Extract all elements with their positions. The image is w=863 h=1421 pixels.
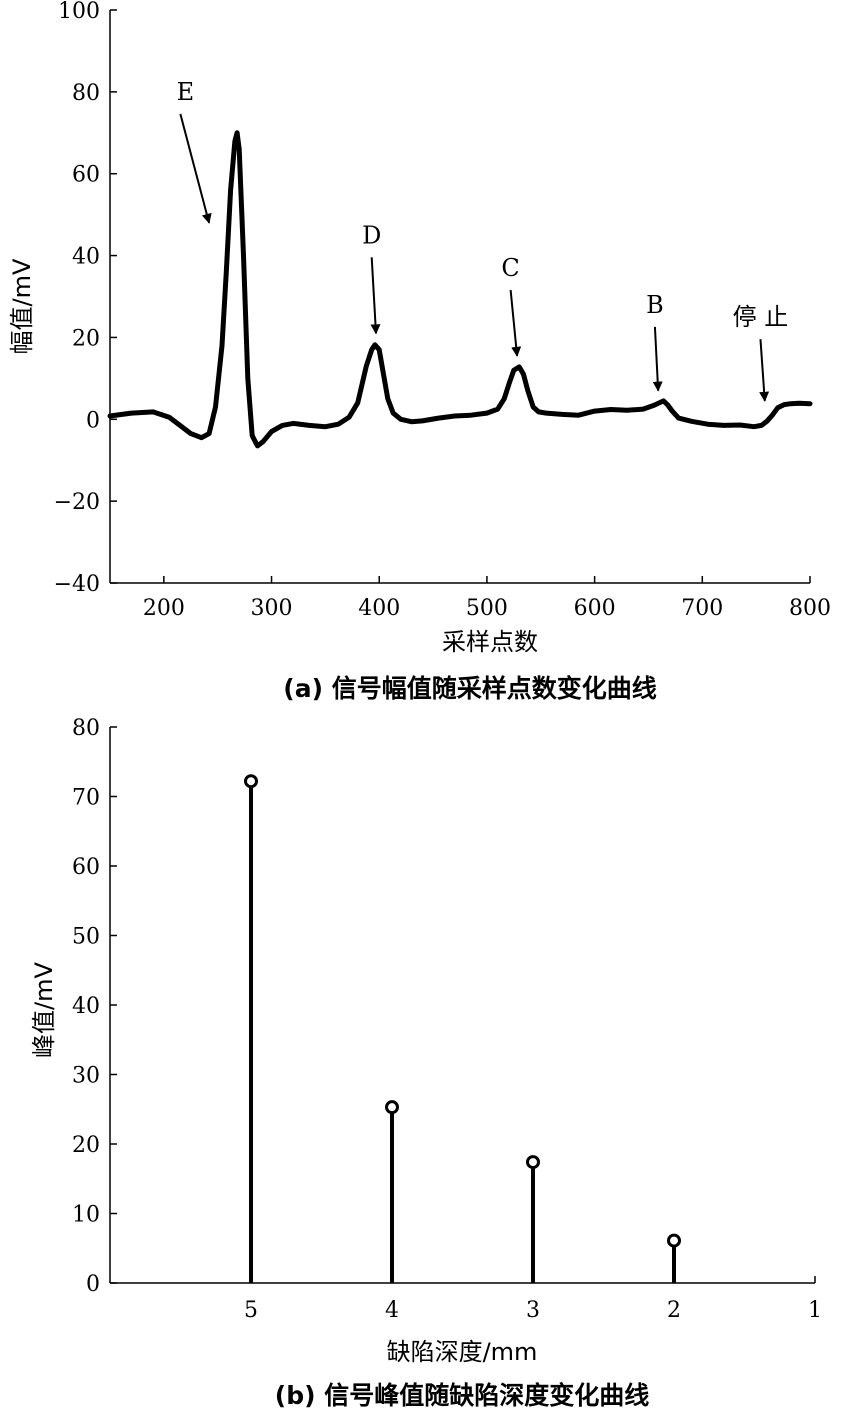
chart-a-x-tick-label: 300 [251,596,293,621]
chart-b-caption: (b) 信号峰值随缺陷深度变化曲线 [275,1381,649,1410]
chart-a-x-tick-label: 400 [358,596,400,621]
chart-a-x-tick-label: 200 [143,596,185,621]
chart-a-signal-amplitude: −40 −20 0 20 40 60 80 100 200 300 400 500 600 700 800 采… [8,0,831,656]
chart-b-y-tick-label: 60 [72,855,100,880]
chart-b-x-tick-label: 1 [808,1298,822,1323]
chart-a-y-tick-label: −40 [54,572,100,597]
chart-a-y-tick-label: 100 [58,0,100,24]
chart-b-x-tick-label: 4 [385,1298,399,1323]
chart-a-signal-line [107,130,813,449]
chart-b-x-tick-label: 2 [667,1298,681,1323]
chart-b-y-tick-label: 80 [72,716,100,741]
chart-a-annotation-arrow [759,339,770,402]
chart-a-annotation-arrow [370,257,381,335]
chart-b-y-tick-label: 10 [72,1203,100,1228]
chart-b-y-tick-label: 50 [72,925,100,950]
chart-b-y-tick-label: 30 [72,1064,100,1089]
chart-a-annotation-arrow [652,326,663,392]
chart-b-y-tick-label: 70 [72,786,100,811]
chart-b-stem-marker [526,1155,540,1170]
chart-a-x-tick-label: 500 [466,596,508,621]
chart-b-y-tick-label: 40 [72,994,100,1019]
chart-a-y-tick-label: 60 [72,163,100,188]
chart-a-y-tick-label: 40 [72,245,100,270]
chart-a-annotation-label: B [646,291,664,319]
chart-a-x-tick-label: 600 [574,596,616,621]
chart-a-annotation-arrow [179,113,212,224]
chart-b-stem-marker [385,1100,399,1115]
chart-a-annotation-label: E [177,78,195,106]
chart-b-x-tick-label: 3 [526,1298,540,1323]
chart-a-annotation-arrow [509,289,522,357]
chart-a-x-tick-label: 700 [681,596,723,621]
chart-b-stem-marker [667,1233,681,1248]
chart-a-y-tick-label: 0 [86,408,100,433]
chart-b-x-axis-title: 缺陷深度/mm [387,1338,538,1366]
chart-a-annotation-label: 停 止 [733,303,789,331]
chart-b-y-tick-label: 20 [72,1133,100,1158]
chart-b-stem-marker [244,774,258,789]
chart-b-x-tick-label: 5 [244,1298,258,1323]
chart-a-annotation-label: D [362,221,381,249]
chart-a-y-tick-label: −20 [54,490,100,515]
chart-a-y-tick-label: 80 [72,81,100,106]
chart-a-caption: (a) 信号幅值随采样点数变化曲线 [283,674,656,703]
chart-b-y-axis-title: 峰值/mV [30,961,58,1057]
chart-a-y-tick-label: 20 [72,326,100,351]
chart-a-annotation-label: C [501,254,519,282]
chart-b-peak-vs-depth: 0 10 20 30 40 50 60 70 80 5 4 3 2 1 缺陷深度/mm 峰值/mV [30,716,822,1366]
chart-a-x-tick-label: 800 [789,596,831,621]
chart-b-y-tick-label: 0 [86,1272,100,1297]
chart-a-y-axis-title: 幅值/mV [8,258,36,354]
chart-a-x-axis-title: 采样点数 [442,628,538,656]
